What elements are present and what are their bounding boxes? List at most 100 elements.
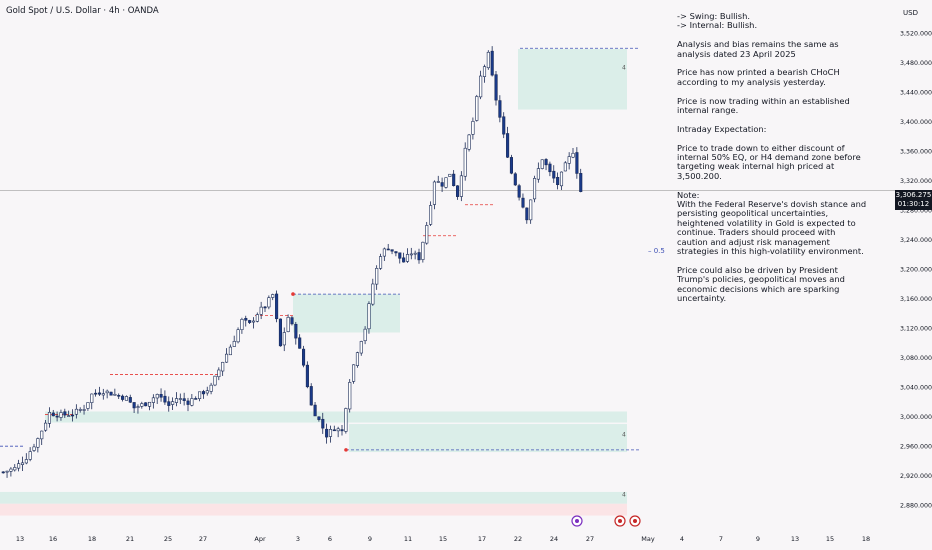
- candle: [240, 317, 244, 334]
- candle: [363, 326, 367, 345]
- candle-body: [467, 134, 471, 150]
- candle: [171, 397, 175, 411]
- candle: [174, 392, 179, 407]
- demand-zone: [518, 49, 627, 110]
- candle-body: [471, 121, 475, 135]
- x-tick-label: 15: [439, 535, 447, 543]
- candle-body: [506, 133, 510, 158]
- candle-body: [290, 317, 294, 325]
- candle-body: [579, 173, 583, 192]
- candle-body: [1, 471, 5, 474]
- candle: [394, 251, 398, 257]
- candle: [436, 175, 440, 183]
- candle: [355, 351, 360, 368]
- candle-body: [105, 390, 109, 394]
- chart-title: Gold Spot / U.S. Dollar · 4h · OANDA: [6, 6, 159, 16]
- candle: [494, 70, 498, 106]
- candle: [5, 470, 9, 478]
- candle: [359, 340, 363, 356]
- candle: [552, 165, 556, 183]
- candle: [13, 464, 17, 472]
- candle-body: [198, 391, 202, 399]
- x-tick-label: 7: [719, 535, 723, 543]
- candle-body: [124, 396, 128, 401]
- candle: [421, 241, 425, 263]
- candle: [182, 392, 186, 406]
- candle-body: [440, 182, 444, 187]
- candle: [467, 134, 471, 152]
- candle-body: [301, 348, 306, 366]
- zones-layer: 4 4 4: [0, 49, 627, 516]
- candle: [47, 407, 52, 428]
- candle-body: [121, 395, 125, 400]
- candle-body: [563, 162, 567, 172]
- candle: [336, 426, 340, 438]
- note-line: Price is now trading within an establish…: [677, 95, 850, 116]
- candle: [244, 315, 248, 327]
- candle-body: [28, 451, 32, 460]
- candle-body: [305, 364, 309, 388]
- candle-body: [24, 459, 28, 464]
- candle: [36, 437, 40, 453]
- x-tick-label: 17: [478, 535, 486, 543]
- note-line: Intraday Expectation:: [677, 123, 767, 134]
- candle-body: [344, 408, 348, 432]
- candle-body: [355, 352, 360, 366]
- y-tick-label: 2,880.000: [900, 503, 932, 510]
- candle: [382, 247, 386, 261]
- candle-body: [475, 96, 479, 121]
- candle: [74, 404, 78, 419]
- event-icon-dot: [575, 519, 579, 523]
- candle-body: [352, 364, 356, 382]
- candle: [344, 407, 348, 434]
- note-line: Price to trade down to either discount o…: [677, 142, 861, 181]
- candle: [375, 265, 379, 290]
- candle-body: [429, 205, 433, 225]
- candle-body: [94, 392, 98, 395]
- candle-body: [132, 402, 136, 409]
- candle-body: [556, 176, 560, 186]
- note-line: Price has now printed a bearish CHoCH ac…: [677, 67, 840, 87]
- demand-zone: [293, 294, 400, 333]
- candle-body: [455, 185, 460, 197]
- candle-body: [255, 314, 259, 322]
- candle: [490, 46, 494, 77]
- candle-body: [128, 397, 132, 403]
- candle-body: [82, 409, 86, 411]
- candle-body: [552, 170, 556, 179]
- candle-body: [174, 398, 179, 403]
- candle-body: [36, 438, 40, 448]
- candle-body: [375, 268, 379, 285]
- currency-label[interactable]: USD: [903, 9, 918, 17]
- candle-body: [286, 316, 290, 332]
- zone-label: 4: [622, 491, 626, 498]
- candle-body: [536, 168, 540, 180]
- events-layer: [571, 515, 641, 527]
- candle-body: [71, 414, 75, 417]
- candle: [186, 397, 190, 412]
- analysis-notes: -> Swing: Bullish. -> Internal: Bullish.…: [677, 11, 867, 313]
- y-tick-label: 3,200.000: [900, 267, 932, 274]
- candle-body: [20, 462, 25, 465]
- note-line: Price could also be driven by President …: [677, 264, 845, 304]
- candle: [78, 407, 82, 413]
- candle: [502, 112, 506, 139]
- candle-body: [182, 398, 186, 401]
- candle-body: [378, 256, 383, 269]
- candle: [113, 388, 117, 396]
- candle: [532, 175, 537, 203]
- candle-body: [390, 249, 394, 252]
- candle: [332, 425, 336, 432]
- candle: [59, 409, 63, 421]
- candle: [117, 393, 121, 400]
- supply-zone: [0, 503, 627, 516]
- candle-body: [232, 341, 236, 347]
- swing-high-marker: [291, 292, 295, 296]
- candle: [328, 425, 333, 443]
- candle: [17, 459, 21, 472]
- candle: [544, 158, 548, 171]
- candle-body: [225, 353, 229, 363]
- candle-body: [540, 159, 544, 169]
- candle: [340, 425, 344, 436]
